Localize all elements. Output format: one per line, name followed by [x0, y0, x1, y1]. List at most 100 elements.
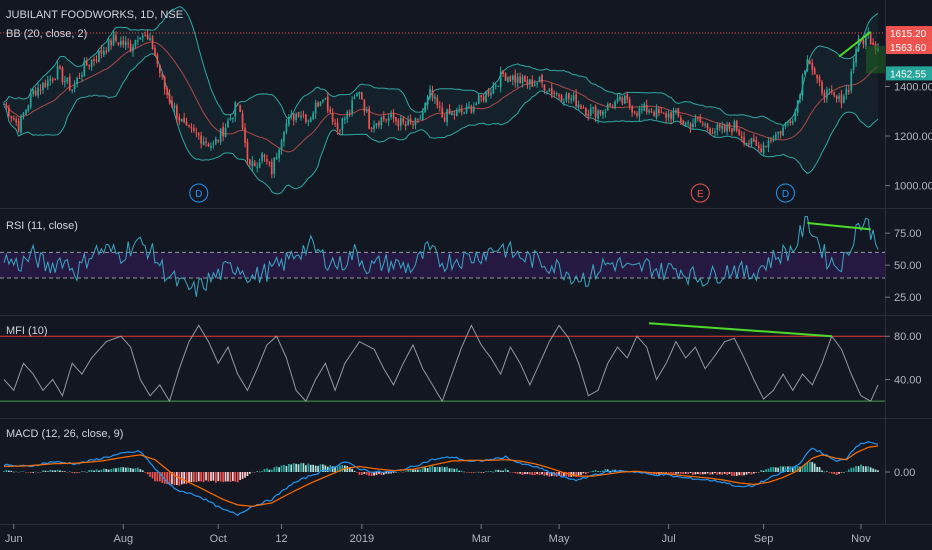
candle-body[interactable]: [373, 125, 375, 130]
candle-body[interactable]: [110, 40, 112, 46]
candle-body[interactable]: [755, 140, 758, 146]
candle-body[interactable]: [285, 123, 288, 133]
candle-body[interactable]: [20, 115, 22, 133]
candle-body[interactable]: [524, 76, 526, 82]
candle-body[interactable]: [555, 93, 558, 95]
candle-body[interactable]: [8, 107, 10, 116]
candle-body[interactable]: [582, 107, 585, 109]
candle-body[interactable]: [460, 108, 463, 113]
candle-body[interactable]: [490, 92, 492, 96]
candle-body[interactable]: [171, 100, 173, 108]
candle-body[interactable]: [251, 160, 254, 167]
candle-body[interactable]: [619, 96, 621, 100]
candle-body[interactable]: [628, 99, 631, 107]
candle-body[interactable]: [12, 118, 15, 120]
macd-axis[interactable]: 0.00: [885, 467, 915, 479]
candle-body[interactable]: [163, 76, 166, 90]
candle-body[interactable]: [794, 111, 797, 121]
candle-body[interactable]: [156, 54, 159, 64]
candle-body[interactable]: [731, 128, 733, 133]
candle-body[interactable]: [180, 118, 183, 122]
candle-body[interactable]: [207, 143, 210, 147]
candle-body[interactable]: [541, 74, 543, 83]
candle-body[interactable]: [456, 110, 458, 117]
candle-body[interactable]: [823, 92, 826, 98]
candle-body[interactable]: [475, 103, 478, 106]
candle-body[interactable]: [419, 118, 422, 120]
candle-body[interactable]: [648, 110, 650, 113]
mfi-label[interactable]: MFI (10): [6, 325, 48, 337]
candle-body[interactable]: [804, 70, 806, 75]
candle-body[interactable]: [529, 79, 531, 85]
candle-body[interactable]: [857, 38, 860, 51]
candle-body[interactable]: [54, 79, 56, 81]
candle-body[interactable]: [76, 77, 78, 84]
rsi-axis[interactable]: 75.00 50.00 25.00: [885, 228, 922, 304]
candle-body[interactable]: [61, 67, 64, 83]
candle-body[interactable]: [589, 108, 592, 116]
candle-body[interactable]: [434, 96, 436, 99]
candle-body[interactable]: [73, 83, 76, 90]
candle-body[interactable]: [22, 113, 25, 117]
candle-body[interactable]: [49, 79, 52, 81]
candle-body[interactable]: [205, 141, 207, 143]
candle-body[interactable]: [93, 59, 95, 61]
candle-body[interactable]: [37, 88, 39, 96]
candle-body[interactable]: [526, 80, 529, 86]
candle-body[interactable]: [261, 153, 263, 161]
candle-body[interactable]: [828, 89, 831, 91]
candle-body[interactable]: [643, 104, 646, 111]
candle-body[interactable]: [15, 119, 17, 123]
candle-body[interactable]: [436, 97, 439, 106]
candle-body[interactable]: [161, 73, 164, 77]
candle-body[interactable]: [543, 84, 546, 91]
candle-body[interactable]: [458, 109, 461, 112]
candle-body[interactable]: [78, 78, 81, 79]
candle-body[interactable]: [597, 110, 599, 119]
candle-body[interactable]: [507, 77, 509, 82]
candle-body[interactable]: [670, 112, 672, 119]
candle-body[interactable]: [409, 118, 412, 123]
candle-body[interactable]: [275, 157, 278, 159]
candle-body[interactable]: [100, 50, 103, 54]
candle-body[interactable]: [202, 141, 205, 146]
candle-body[interactable]: [636, 113, 638, 116]
candle-body[interactable]: [735, 120, 738, 131]
candle-body[interactable]: [536, 83, 538, 84]
candle-body[interactable]: [295, 113, 297, 120]
macd-panel[interactable]: 0.00 MACD (12, 26, close, 9): [3, 428, 915, 516]
candle-body[interactable]: [494, 85, 497, 87]
candle-body[interactable]: [789, 120, 792, 124]
candle-body[interactable]: [687, 122, 689, 124]
candle-body[interactable]: [770, 140, 772, 142]
candle-body[interactable]: [341, 118, 344, 131]
candle-body[interactable]: [339, 130, 341, 132]
candle-body[interactable]: [611, 107, 614, 109]
candle-body[interactable]: [412, 124, 414, 126]
candle-body[interactable]: [843, 96, 845, 103]
candle-body[interactable]: [767, 140, 770, 148]
candle-body[interactable]: [431, 89, 434, 98]
candle-body[interactable]: [667, 113, 670, 118]
candle-body[interactable]: [68, 76, 71, 90]
candle-body[interactable]: [753, 138, 755, 142]
candle-body[interactable]: [348, 112, 351, 114]
candle-body[interactable]: [765, 146, 767, 148]
candle-body[interactable]: [448, 108, 451, 114]
candle-body[interactable]: [256, 166, 258, 168]
candle-body[interactable]: [365, 110, 368, 112]
candle-body[interactable]: [558, 94, 560, 97]
candle-body[interactable]: [380, 117, 383, 126]
candle-body[interactable]: [122, 40, 125, 45]
candle-body[interactable]: [565, 94, 568, 102]
candle-body[interactable]: [312, 112, 314, 120]
candle-body[interactable]: [59, 66, 61, 69]
candle-body[interactable]: [860, 40, 862, 42]
candle-body[interactable]: [270, 162, 273, 175]
candle-body[interactable]: [144, 35, 147, 37]
candle-body[interactable]: [641, 109, 643, 111]
candle-body[interactable]: [728, 123, 731, 129]
candle-body[interactable]: [176, 106, 178, 118]
candle-body[interactable]: [604, 111, 607, 113]
